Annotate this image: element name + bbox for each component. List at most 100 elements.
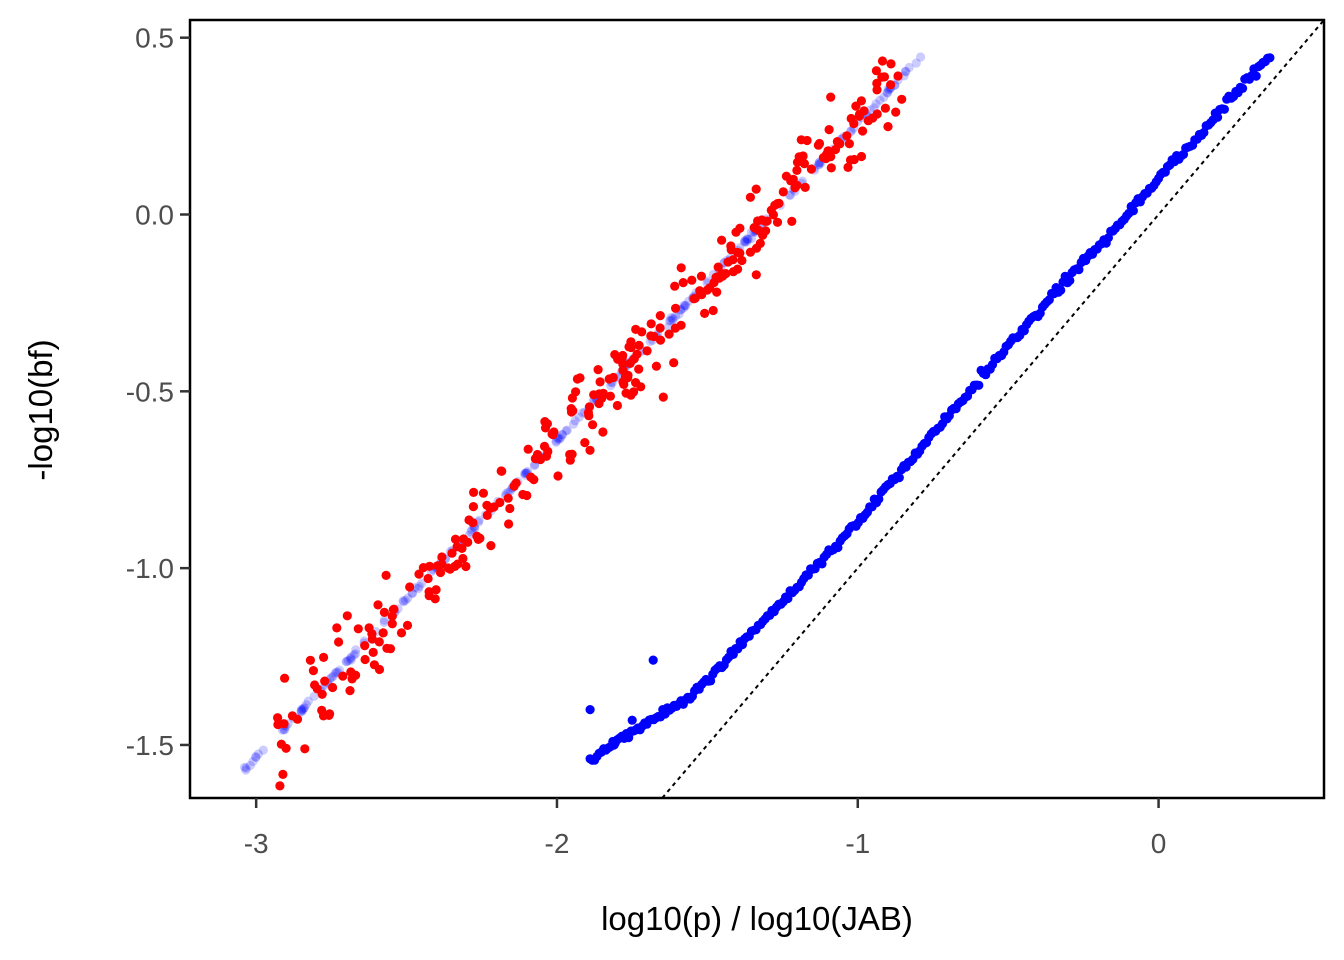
- point-blue-faint: [556, 433, 566, 443]
- point-red: [580, 438, 590, 448]
- point-blue: [1251, 71, 1261, 81]
- point-blue-faint: [904, 62, 914, 73]
- point-blue-faint: [916, 52, 926, 62]
- point-red: [543, 446, 553, 457]
- point-blue-faint: [681, 300, 691, 310]
- point-blue-faint: [742, 234, 752, 244]
- point-blue: [648, 655, 658, 665]
- point-red: [626, 342, 636, 353]
- point-red: [670, 281, 680, 291]
- point-blue-faint: [258, 745, 268, 755]
- point-red: [796, 135, 806, 145]
- point-blue: [627, 715, 637, 725]
- point-red: [856, 151, 867, 162]
- point-red: [637, 327, 647, 337]
- point-red: [338, 671, 348, 681]
- point-red: [792, 165, 802, 175]
- point-red: [751, 184, 761, 194]
- point-red: [872, 109, 882, 119]
- point-red: [532, 449, 543, 460]
- point-blue-faint: [346, 652, 356, 662]
- point-red: [631, 378, 641, 388]
- point-blue-faint: [241, 763, 251, 773]
- point-blue-faint: [296, 706, 306, 716]
- point-red: [821, 153, 831, 164]
- point-blue: [1265, 53, 1275, 63]
- point-red: [461, 561, 471, 572]
- point-red: [757, 215, 767, 225]
- point-blue-faint: [668, 315, 678, 325]
- point-red: [381, 570, 391, 581]
- point-red: [305, 655, 315, 665]
- point-red: [877, 72, 887, 82]
- point-red: [745, 192, 756, 202]
- point-red: [478, 488, 488, 498]
- point-blue-faint: [251, 752, 261, 762]
- point-red: [424, 587, 434, 597]
- point-blue: [894, 473, 904, 483]
- point-red: [469, 487, 479, 497]
- point-red: [705, 283, 715, 293]
- point-red: [605, 391, 616, 401]
- point-red: [735, 223, 745, 233]
- point-red: [518, 489, 528, 500]
- point-red: [788, 174, 798, 184]
- point-red: [781, 171, 792, 181]
- point-blue-faint: [740, 235, 750, 246]
- point-blue-faint: [345, 654, 356, 664]
- point-red: [529, 475, 539, 485]
- point-red: [629, 354, 639, 364]
- point-red: [353, 624, 363, 634]
- point-red: [700, 308, 710, 318]
- point-red: [308, 666, 318, 676]
- point-red: [468, 502, 478, 512]
- point-red: [844, 139, 855, 149]
- point-red: [880, 103, 891, 113]
- point-blue-faint: [330, 668, 340, 678]
- point-red: [761, 226, 771, 236]
- point-blue-faint: [882, 88, 892, 98]
- point-red: [626, 390, 636, 400]
- reference-line-layer: [661, 19, 1325, 799]
- plot-panel: [188, 18, 1326, 800]
- point-blue-faint: [663, 322, 674, 332]
- point-red: [278, 769, 288, 780]
- point-red: [320, 676, 330, 686]
- point-red: [849, 154, 859, 165]
- point-blue-faint: [679, 303, 689, 313]
- point-red: [646, 319, 656, 329]
- point-red: [523, 444, 533, 454]
- point-blue-faint: [326, 672, 337, 683]
- point-red: [712, 287, 722, 297]
- point-red: [713, 262, 723, 272]
- point-red: [360, 654, 370, 665]
- point-red: [595, 377, 605, 387]
- point-red: [612, 400, 623, 411]
- point-red: [835, 139, 845, 149]
- point-blue-faint: [740, 237, 750, 247]
- point-blue: [1065, 275, 1075, 286]
- point-red: [649, 331, 659, 342]
- point-red: [708, 305, 718, 316]
- point-blue-faint: [346, 655, 356, 665]
- point-blue-faint: [248, 756, 258, 767]
- point-red: [737, 255, 747, 266]
- point-red: [360, 641, 370, 651]
- x-axis-title: log10(p) / log10(JAB): [601, 900, 913, 937]
- point-blue-faint: [467, 525, 477, 535]
- point-blue-faint: [785, 190, 796, 200]
- point-red: [452, 542, 462, 552]
- point-red: [553, 471, 563, 481]
- point-blue-faint: [399, 597, 409, 607]
- point-blue-faint: [666, 315, 676, 326]
- point-blue-faint: [574, 412, 584, 422]
- point-blue-faint: [379, 615, 389, 625]
- point-red: [871, 66, 882, 76]
- point-red: [418, 563, 428, 573]
- y-tick-label: -1.5: [126, 730, 174, 761]
- point-red: [396, 628, 407, 638]
- point-red: [664, 329, 674, 339]
- point-red: [482, 510, 492, 520]
- point-red: [432, 561, 443, 571]
- point-red: [486, 541, 496, 551]
